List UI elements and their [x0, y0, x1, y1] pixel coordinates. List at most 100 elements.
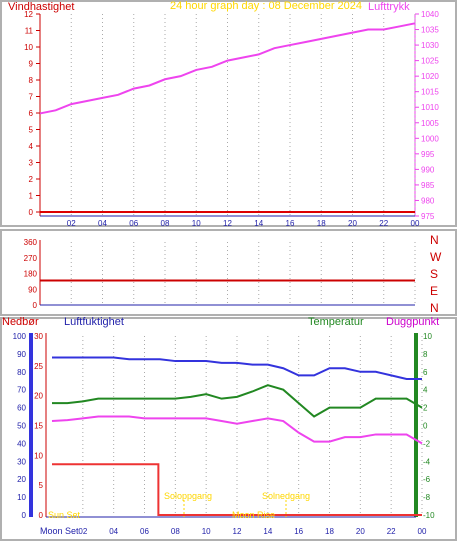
pressure-tick-label: 995	[421, 150, 435, 159]
pressure-tick-label: 1025	[421, 57, 439, 66]
sunset-label: Solnedgang	[262, 491, 310, 501]
humidity-tick-label: 60	[17, 404, 26, 413]
temp-tick-label: 2	[423, 404, 428, 413]
bottom-x-tick-label: 20	[356, 527, 365, 536]
temp-tick-label: -2	[423, 439, 431, 448]
pressure-tick-label: 1005	[421, 119, 439, 128]
wind-tick-label: 0	[29, 208, 34, 217]
mid-panel-frame	[0, 229, 457, 316]
temp-tick-label: 10	[423, 332, 432, 341]
humidity-label: Luftfuktighet	[64, 316, 124, 328]
humidity-tick-label: 30	[17, 457, 26, 466]
wind-tick-label: 3	[29, 159, 34, 168]
pressure-label: Lufttrykk	[368, 1, 410, 13]
temp-tick-label: -10	[423, 511, 435, 520]
top-grid	[70, 14, 416, 216]
mid-left-ticks: 360 270 180 90 0	[24, 238, 38, 310]
temp-ticks: 10 8 6 4 2 0 -2 -4 -6 -8 -10	[423, 332, 435, 520]
pressure-tick-label: 990	[421, 165, 435, 174]
precipitation-label: Nedbør	[2, 316, 39, 328]
wind-tick-label: 12	[24, 10, 33, 19]
top-x-tick-label: 02	[67, 219, 76, 228]
moon-set-label: Moon Set	[40, 526, 79, 536]
wind-speed-label: Vindhastighet	[8, 1, 74, 13]
pressure-tick-label: 1040	[421, 10, 439, 19]
top-x-tick-label: 12	[223, 219, 232, 228]
pressure-tick-label: 1015	[421, 88, 439, 97]
bottom-x-ticks: 02 04 06 08 10 12 14 16 18 20 22 00	[78, 527, 427, 536]
humidity-tick-label: 10	[17, 493, 26, 502]
wind-tick-label: 2	[29, 175, 34, 184]
temp-tick-label: -8	[423, 493, 431, 502]
top-x-tick-label: 10	[192, 219, 201, 228]
top-x-tick-label: 08	[161, 219, 170, 228]
moonrise-label: Moon Rise	[232, 510, 275, 520]
humidity-tick-label: 20	[17, 475, 26, 484]
bottom-x-tick-label: 08	[171, 527, 180, 536]
pressure-tick-label: 1030	[421, 41, 439, 50]
bottom-panel-frame	[0, 317, 457, 541]
precip-tick-label: 15	[34, 422, 43, 431]
bottom-x-tick-label: 22	[387, 527, 396, 536]
humidity-tick-label: 100	[13, 332, 27, 341]
humidity-tick-label: 50	[17, 422, 26, 431]
precip-tick-label: 25	[34, 362, 43, 371]
compass-label: W	[430, 250, 442, 264]
top-right-ticks: 1040 1035 1030 1025 1020 1015 1010 1005 1000 995 9…	[415, 10, 439, 221]
compass-label: N	[430, 233, 439, 247]
wind-tick-label: 8	[29, 76, 34, 85]
compass-label: E	[430, 284, 438, 298]
wind-tick-label: 4	[29, 142, 34, 151]
temp-tick-label: 8	[423, 350, 428, 359]
compass-label: S	[430, 267, 438, 281]
temp-tick-label: 6	[423, 368, 428, 377]
pressure-tick-label: 1020	[421, 72, 439, 81]
pressure-tick-label: 985	[421, 181, 435, 190]
pressure-tick-label: 1000	[421, 134, 439, 143]
precip-tick-label: 5	[39, 481, 44, 490]
direction-tick-label: 360	[24, 238, 38, 247]
temperature-label: Temperatur	[308, 316, 364, 328]
temp-tick-label: 4	[423, 386, 428, 395]
top-x-tick-label: 06	[129, 219, 138, 228]
wind-tick-label: 11	[25, 27, 34, 36]
wind-tick-label: 9	[29, 60, 34, 69]
top-x-ticks: 02 04 06 08 10 12 14 16 18 20 22 00	[67, 219, 420, 228]
dewpoint-label: Duggpunkt	[386, 316, 439, 328]
chart-title: 24 hour graph day : 08 December 2024	[170, 0, 362, 12]
top-x-tick-label: 18	[317, 219, 326, 228]
humidity-tick-label: 80	[17, 368, 26, 377]
precip-tick-label: 30	[34, 332, 43, 341]
bottom-x-tick-label: 12	[233, 527, 242, 536]
pressure-series	[39, 22, 416, 115]
direction-tick-label: 0	[33, 301, 38, 310]
direction-tick-label: 180	[24, 270, 38, 279]
humidity-tick-label: 40	[17, 439, 26, 448]
mid-grid	[70, 242, 416, 305]
temperature-series	[52, 384, 423, 418]
wind-tick-label: 5	[29, 126, 34, 135]
humidity-tick-label: 0	[22, 511, 27, 520]
dewpoint-series	[51, 415, 423, 445]
bottom-x-tick-label: 04	[109, 527, 118, 536]
temp-tick-label: 0	[423, 422, 428, 431]
direction-tick-label: 90	[28, 285, 37, 294]
wind-tick-label: 10	[24, 43, 33, 52]
humidity-series	[52, 356, 422, 380]
top-x-tick-label: 00	[411, 219, 420, 228]
precip-tick-label: 0	[39, 511, 44, 520]
humidity-tick-label: 90	[17, 350, 26, 359]
temp-tick-label: -6	[423, 475, 431, 484]
sunrise-label: Soloppgang	[164, 491, 212, 501]
pressure-tick-label: 1035	[421, 26, 439, 35]
bottom-x-tick-label: 00	[418, 527, 427, 536]
bottom-x-tick-label: 14	[263, 527, 272, 536]
bottom-x-tick-label: 18	[325, 527, 334, 536]
top-x-tick-label: 16	[286, 219, 295, 228]
pressure-tick-label: 975	[421, 212, 435, 221]
temp-tick-label: -4	[423, 457, 431, 466]
